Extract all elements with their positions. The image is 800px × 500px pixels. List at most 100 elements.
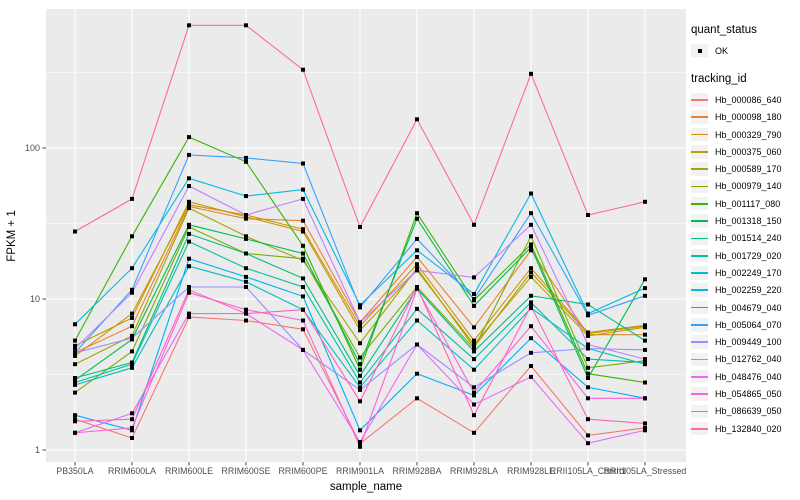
data-point [529,364,533,368]
x-tick-label: RRIM901LA [336,466,384,476]
data-point [415,285,419,289]
x-tick-label: RRIM600PE [279,466,328,476]
legend-label: Hb_048476_040 [715,371,782,382]
data-point [301,67,305,72]
data-point [187,239,191,244]
data-point [529,266,533,271]
legend-label: Hb_005064_070 [715,319,782,330]
data-point [529,374,533,379]
legend-item-Hb_004679_040: Hb_004679_040 [691,299,800,316]
legend-line-icon [691,99,708,101]
legend-item-Hb_012762_040: Hb_012762_040 [691,351,800,368]
data-point [301,327,305,332]
data-point [529,242,533,247]
data-point [244,266,248,271]
data-point [130,411,134,416]
legend-item-Hb_005064_070: Hb_005064_070 [691,316,800,333]
legend-item-ok: OK [691,42,800,59]
data-point [529,324,533,329]
legend-item-Hb_000375_060: Hb_000375_060 [691,143,800,160]
data-point [472,430,476,435]
legend-key-swatch [691,335,708,349]
data-point [358,399,362,404]
data-point [586,396,590,401]
data-point [472,346,476,351]
data-point [73,376,77,380]
data-point [586,417,590,422]
legend-label: Hb_000375_060 [715,146,782,157]
data-point [301,285,305,289]
data-point [643,421,647,426]
legend-line-icon [691,237,708,240]
legend-label: Hb_001514_240 [715,233,782,244]
data-point [244,307,248,312]
data-point [643,338,647,343]
legend-key-swatch [691,352,708,367]
legend: quant_status OK tracking_id Hb_000086_64… [691,24,800,437]
legend-item-Hb_002249_170: Hb_002249_170 [691,264,800,281]
data-point [244,213,248,217]
data-point [73,362,77,367]
legend-line-icon [691,341,708,344]
legend-line-icon [691,202,708,205]
data-point [187,285,191,289]
data-point [529,306,533,311]
data-point [586,365,590,370]
legend-label: Hb_000098_180 [715,112,782,123]
data-point [415,248,419,253]
legend-line-icon [691,289,708,292]
data-point [586,441,590,446]
data-point [130,417,134,422]
data-point [472,390,476,395]
data-point [472,325,476,330]
data-point [73,346,77,351]
data-point [130,336,134,341]
legend-item-Hb_001729_020: Hb_001729_020 [691,247,800,264]
data-point [130,365,134,370]
legend-label: Hb_012762_040 [715,354,782,365]
y-tick-labels: 1 10 100 [25,143,40,455]
data-point [187,311,191,316]
legend-line-icon [691,133,708,136]
data-point [529,303,533,308]
legend-item-Hb_086639_050: Hb_086639_050 [691,403,800,420]
legend-item-Hb_001117_080: Hb_001117_080 [691,195,800,212]
data-point [358,320,362,325]
data-point [472,303,476,308]
legend-line-icon [691,358,708,361]
legend-key-swatch [691,196,708,211]
legend-label: Hb_001117_080 [715,198,781,209]
data-point [358,444,362,449]
data-point [301,243,305,248]
y-axis-title: FPKM + 1 [6,210,18,261]
data-point [529,293,533,298]
y-tick-label: 1 [35,445,40,455]
data-point [301,251,305,256]
x-tick-labels: PB350LA RRIM600LA RRIM600LE RRIM600SE RRIM60… [56,466,686,476]
data-point [472,349,476,354]
data-point [130,362,134,367]
data-point [643,396,647,401]
data-point [415,306,419,311]
legend-line-icon [691,168,708,171]
legend-line-icon [691,393,708,395]
data-point [244,155,248,160]
data-point [358,362,362,367]
data-point [187,152,191,157]
legend-line-icon [691,116,708,119]
data-point [643,332,647,337]
legend-key-swatch [691,248,708,263]
data-point [643,380,647,385]
legend-line-icon [691,306,708,309]
data-point [244,159,248,164]
legend-line-icon [691,151,708,153]
data-point [187,264,191,269]
data-point [358,367,362,372]
data-point [586,433,590,438]
legend-item-Hb_001318_150: Hb_001318_150 [691,212,800,229]
data-point [73,322,77,327]
data-point [415,342,419,347]
data-point [187,176,191,181]
data-point [130,234,134,239]
data-point [187,199,191,204]
